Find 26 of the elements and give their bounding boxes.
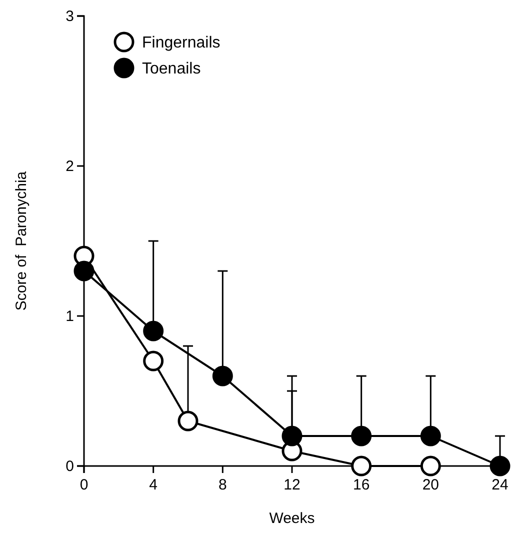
legend-label: Toenails <box>142 60 201 78</box>
x-axis-title: Weeks <box>269 510 315 527</box>
point <box>351 456 372 476</box>
x-tick-label: 0 <box>80 476 88 494</box>
point <box>143 350 164 372</box>
point <box>420 426 441 446</box>
point <box>282 426 302 446</box>
x-tick-label: 20 <box>422 476 440 494</box>
point <box>212 366 233 386</box>
x-tick-label: 24 <box>492 476 508 494</box>
point <box>490 456 510 476</box>
point <box>420 456 441 476</box>
x-tick-label: 8 <box>218 476 227 494</box>
point <box>351 426 372 446</box>
x-tick-label: 16 <box>352 476 370 494</box>
y-tick-label: 1 <box>66 308 74 325</box>
point <box>74 260 94 282</box>
y-tick-label: 2 <box>66 158 74 175</box>
point <box>178 410 198 432</box>
legend-label: Fingernails <box>142 34 220 52</box>
x-tick-label: 12 <box>284 476 300 494</box>
x-tick-label: 4 <box>149 476 158 494</box>
y-axis-title: Score of Paronychia <box>13 170 30 311</box>
point <box>143 320 164 342</box>
y-tick-label: 3 <box>66 8 74 25</box>
y-tick-label: 0 <box>66 458 74 475</box>
